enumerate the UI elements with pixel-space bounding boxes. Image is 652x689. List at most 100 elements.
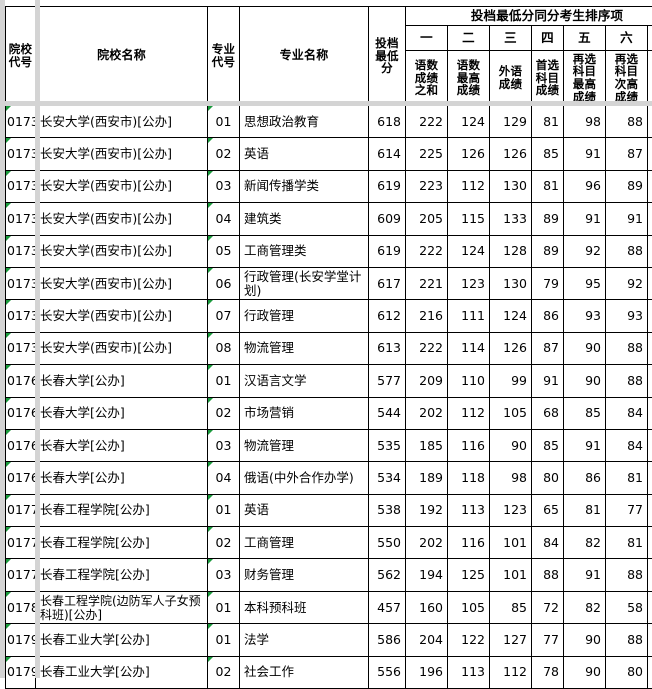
cell-school-code[interactable]: 0177 [6,559,36,591]
cell-min-score[interactable]: 609 [369,203,406,235]
cell-major-name[interactable]: 工商管理 [240,527,369,559]
cell-school-name[interactable]: 长春工程学院[公办] [36,494,208,526]
cell-min-score[interactable]: 618 [369,106,406,138]
cell-rank-7[interactable]: 26 [648,300,652,332]
cell-school-code[interactable]: 0173 [6,138,36,170]
table-row[interactable]: 0176长春大学[公办]01汉语言文学5772091109991908814 [6,365,652,397]
cell-rank-7[interactable]: 30 [648,429,652,461]
cell-school-name[interactable]: 长安大学(西安市)[公办] [36,300,208,332]
cell-major-name[interactable]: 英语 [240,494,369,526]
cell-rank-2[interactable]: 113 [448,656,490,688]
cell-rank-2[interactable]: 105 [448,591,490,623]
cell-major-code[interactable]: 06 [208,267,240,299]
cell-school-code[interactable]: 0176 [6,429,36,461]
table-row[interactable]: 0176长春大学[公办]04俄语(中外合作办学)5341891189880868… [6,462,652,494]
cell-rank-7[interactable]: 1 [648,591,652,623]
table-row[interactable]: 0177长春工程学院[公办]02工商管理55020211610184828121 [6,527,652,559]
cell-rank-2[interactable]: 114 [448,332,490,364]
cell-school-name[interactable]: 长春大学[公办] [36,462,208,494]
cell-rank-6[interactable]: 81 [606,527,648,559]
cell-rank-6[interactable]: 84 [606,397,648,429]
table-row[interactable]: 0177长春工程学院[公办]01英语53819211312365817742 [6,494,652,526]
cell-rank-7[interactable]: 2 [648,138,652,170]
cell-rank-4[interactable]: 85 [532,138,564,170]
cell-rank-1[interactable]: 196 [406,656,448,688]
cell-rank-5[interactable]: 90 [564,624,606,656]
cell-school-name[interactable]: 长安大学(西安市)[公办] [36,332,208,364]
cell-school-code[interactable]: 0176 [6,365,36,397]
cell-school-name[interactable]: 长安大学(西安市)[公办] [36,138,208,170]
cell-min-score[interactable]: 550 [369,527,406,559]
cell-major-code[interactable]: 02 [208,527,240,559]
cell-rank-2[interactable]: 110 [448,365,490,397]
cell-rank-4[interactable]: 77 [532,624,564,656]
cell-school-code[interactable]: 0173 [6,235,36,267]
cell-rank-6[interactable]: 88 [606,559,648,591]
cell-rank-4[interactable]: 65 [532,494,564,526]
cell-rank-2[interactable]: 111 [448,300,490,332]
cell-rank-2[interactable]: 116 [448,429,490,461]
cell-rank-7[interactable]: 21 [648,170,652,202]
cell-rank-2[interactable]: 116 [448,527,490,559]
cell-rank-2[interactable]: 112 [448,397,490,429]
cell-rank-3[interactable]: 101 [490,559,532,591]
cell-major-code[interactable]: 02 [208,138,240,170]
cell-rank-6[interactable]: 88 [606,365,648,397]
cell-rank-5[interactable]: 90 [564,656,606,688]
cell-rank-6[interactable]: 88 [606,235,648,267]
cell-major-code[interactable]: 01 [208,494,240,526]
cell-rank-7[interactable]: 50 [648,397,652,429]
cell-rank-5[interactable]: 93 [564,300,606,332]
cell-school-code[interactable]: 0173 [6,203,36,235]
cell-rank-2[interactable]: 126 [448,138,490,170]
cell-rank-1[interactable]: 222 [406,332,448,364]
cell-min-score[interactable]: 613 [369,332,406,364]
cell-rank-7[interactable]: 4 [648,462,652,494]
cell-school-code[interactable]: 0173 [6,332,36,364]
cell-min-score[interactable]: 544 [369,397,406,429]
cell-school-code[interactable]: 0176 [6,462,36,494]
cell-rank-6[interactable]: 81 [606,462,648,494]
cell-school-name[interactable]: 长安大学(西安市)[公办] [36,267,208,299]
table-row[interactable]: 0173长安大学(西安市)[公办]04建筑类609205115133899191… [6,203,652,235]
cell-rank-1[interactable]: 192 [406,494,448,526]
cell-rank-3[interactable]: 99 [490,365,532,397]
cell-rank-2[interactable]: 123 [448,267,490,299]
cell-min-score[interactable]: 534 [369,462,406,494]
cell-rank-2[interactable]: 124 [448,235,490,267]
cell-rank-3[interactable]: 130 [490,267,532,299]
cell-major-code[interactable]: 03 [208,559,240,591]
cell-rank-2[interactable]: 122 [448,624,490,656]
cell-rank-7[interactable]: 42 [648,494,652,526]
cell-major-name[interactable]: 行政管理(长安学堂计划) [240,267,369,299]
cell-school-code[interactable]: 0179 [6,656,36,688]
cell-major-name[interactable]: 物流管理 [240,332,369,364]
cell-school-name[interactable]: 长春大学[公办] [36,397,208,429]
cell-rank-1[interactable]: 185 [406,429,448,461]
table-row[interactable]: 0173长安大学(西安市)[公办]02英语6142251261268591872 [6,138,652,170]
cell-rank-7[interactable]: 14 [648,365,652,397]
cell-rank-3[interactable]: 126 [490,332,532,364]
cell-major-code[interactable]: 05 [208,235,240,267]
cell-rank-3[interactable]: 130 [490,170,532,202]
cell-rank-6[interactable]: 88 [606,624,648,656]
cell-rank-7[interactable]: 35 [648,235,652,267]
cell-min-score[interactable]: 614 [369,138,406,170]
cell-school-code[interactable]: 0173 [6,106,36,138]
cell-min-score[interactable]: 619 [369,235,406,267]
cell-rank-5[interactable]: 85 [564,397,606,429]
cell-school-name[interactable]: 长春大学[公办] [36,429,208,461]
cell-rank-2[interactable]: 124 [448,106,490,138]
cell-major-name[interactable]: 俄语(中外合作办学) [240,462,369,494]
cell-major-code[interactable]: 01 [208,106,240,138]
cell-major-name[interactable]: 思想政治教育 [240,106,369,138]
cell-rank-5[interactable]: 98 [564,106,606,138]
cell-rank-4[interactable]: 81 [532,170,564,202]
cell-school-name[interactable]: 长春大学[公办] [36,365,208,397]
cell-rank-7[interactable]: 21 [648,527,652,559]
cell-major-name[interactable]: 社会工作 [240,656,369,688]
cell-school-name[interactable]: 长春工业大学[公办] [36,656,208,688]
cell-school-code[interactable]: 0176 [6,397,36,429]
cell-rank-5[interactable]: 96 [564,170,606,202]
cell-school-name[interactable]: 长安大学(西安市)[公办] [36,170,208,202]
